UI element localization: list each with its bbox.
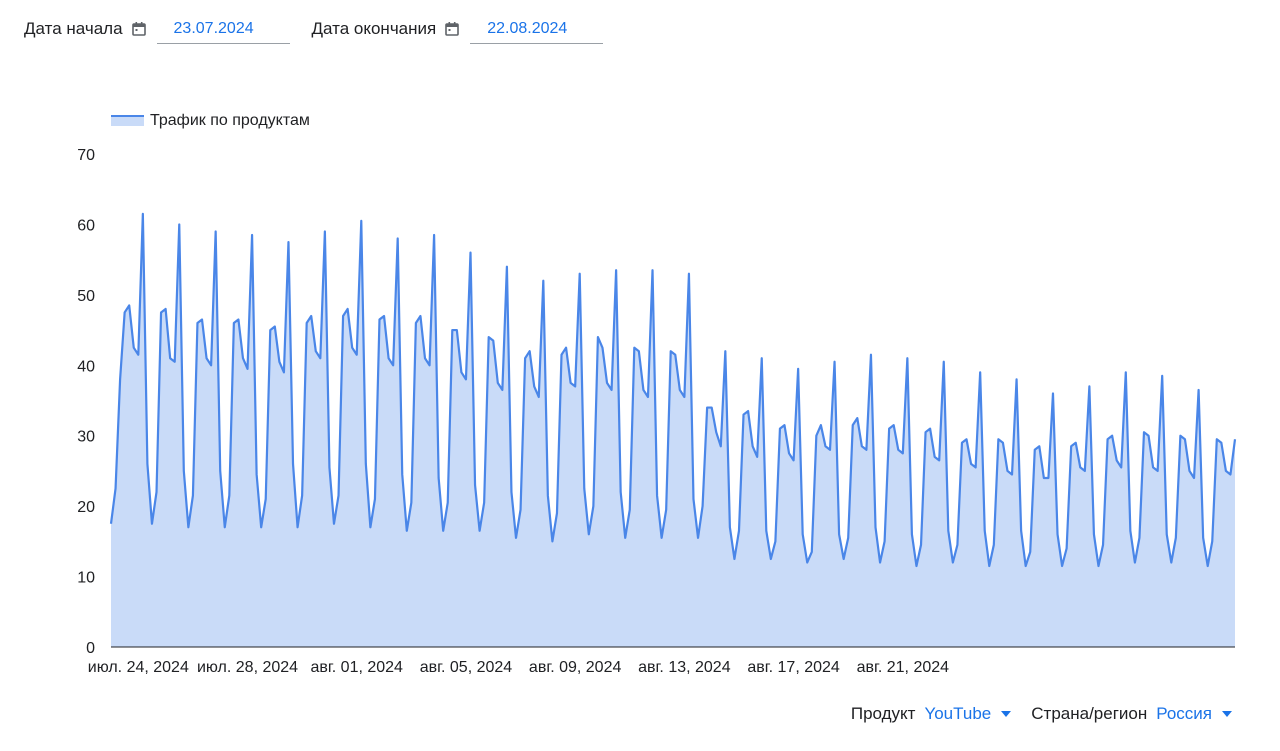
chevron-down-icon	[1222, 711, 1232, 717]
product-select[interactable]: YouTube	[924, 704, 1012, 724]
region-value: Россия	[1156, 704, 1212, 723]
x-tick-label: авг. 13, 2024	[638, 659, 731, 676]
region-label: Страна/регион	[1031, 704, 1148, 723]
y-tick-label: 60	[77, 217, 95, 234]
calendar-icon[interactable]	[444, 21, 460, 37]
x-tick-label: авг. 01, 2024	[311, 659, 404, 676]
traffic-chart: Трафик по продуктам 0 10 20 30 40 50 60 70 июл.…	[77, 112, 1237, 676]
series-area	[111, 213, 1235, 648]
product-label: Продукт	[850, 704, 916, 723]
date-range-filter: Дата начала 23.07.2024 Дата окончания 22…	[24, 14, 625, 44]
y-tick-label: 40	[77, 358, 95, 375]
legend-label: Трафик по продуктам	[150, 112, 310, 129]
y-tick-label: 0	[86, 640, 95, 657]
y-tick-label: 20	[77, 499, 95, 516]
chart-legend[interactable]: Трафик по продуктам	[111, 112, 310, 129]
x-tick-label: июл. 24, 2024	[88, 659, 189, 676]
plot-area	[109, 212, 1237, 648]
calendar-icon[interactable]	[131, 21, 147, 37]
end-date-label: Дата окончания	[311, 19, 437, 38]
start-date-group: Дата начала 23.07.2024	[24, 15, 290, 44]
x-tick-label: авг. 21, 2024	[857, 659, 950, 676]
start-date-input[interactable]: 23.07.2024	[156, 15, 290, 44]
x-tick-label: авг. 05, 2024	[420, 659, 513, 676]
end-date-group: Дата окончания 22.08.2024	[312, 15, 604, 44]
start-date-label: Дата начала	[24, 19, 123, 38]
region-select[interactable]: Россия	[1156, 704, 1232, 724]
selectors-row: Продукт YouTube Страна/регион Россия	[851, 704, 1232, 724]
y-tick-label: 30	[77, 429, 95, 446]
x-tick-label: июл. 28, 2024	[197, 659, 298, 676]
chevron-down-icon	[1001, 711, 1012, 717]
y-tick-label: 50	[77, 288, 95, 305]
x-tick-label: авг. 17, 2024	[747, 659, 840, 676]
end-date-input[interactable]: 22.08.2024	[470, 15, 604, 44]
series-line[interactable]	[109, 212, 1237, 568]
y-tick-label: 10	[77, 570, 95, 587]
x-tick-label: авг. 09, 2024	[529, 659, 622, 676]
x-axis: июл. 24, 2024 июл. 28, 2024 авг. 01, 2024 а…	[88, 646, 1235, 676]
y-tick-label: 70	[77, 147, 95, 164]
y-axis: 0 10 20 30 40 50 60 70	[77, 147, 95, 657]
legend-swatch	[111, 115, 144, 126]
product-value: YouTube	[924, 704, 992, 723]
